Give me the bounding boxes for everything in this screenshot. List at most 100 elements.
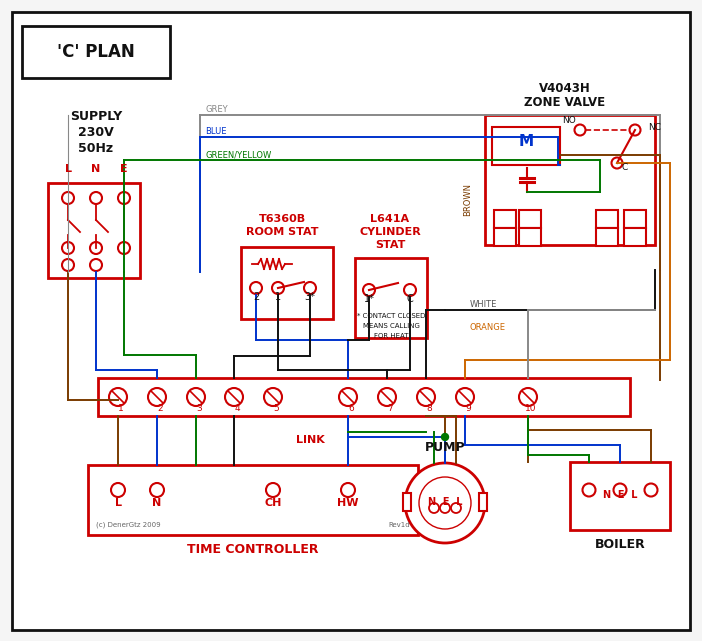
Text: N: N	[91, 164, 100, 174]
Circle shape	[150, 483, 164, 497]
Text: 'C' PLAN: 'C' PLAN	[57, 43, 135, 61]
Text: 3*: 3*	[305, 292, 315, 302]
Text: 5: 5	[273, 404, 279, 413]
Circle shape	[62, 259, 74, 271]
Circle shape	[118, 242, 130, 254]
Text: TIME CONTROLLER: TIME CONTROLLER	[187, 543, 319, 556]
Text: ORANGE: ORANGE	[470, 323, 506, 332]
Text: 8: 8	[426, 404, 432, 413]
Bar	[624, 210, 646, 228]
Text: NC: NC	[648, 123, 661, 132]
Circle shape	[111, 483, 125, 497]
Text: CYLINDER: CYLINDER	[359, 227, 421, 237]
Text: 3: 3	[196, 404, 202, 413]
Bar	[403, 493, 411, 511]
Circle shape	[90, 242, 102, 254]
Bar	[494, 210, 516, 228]
Text: LINK: LINK	[296, 435, 324, 445]
Text: BLUE: BLUE	[205, 127, 227, 136]
Bar	[519, 228, 541, 246]
Circle shape	[148, 388, 166, 406]
Text: N: N	[152, 498, 161, 508]
Circle shape	[519, 388, 537, 406]
Text: BROWN: BROWN	[463, 183, 472, 217]
Text: PUMP: PUMP	[425, 441, 465, 454]
Bar	[98, 378, 630, 416]
Text: M: M	[519, 134, 534, 149]
Text: Rev1d: Rev1d	[388, 522, 410, 528]
Circle shape	[272, 282, 284, 294]
Text: 1*: 1*	[364, 294, 374, 304]
Circle shape	[62, 192, 74, 204]
Circle shape	[574, 124, 585, 135]
Text: 6: 6	[348, 404, 354, 413]
Bar	[570, 462, 670, 530]
Circle shape	[405, 463, 485, 543]
Text: T6360B: T6360B	[258, 214, 305, 224]
Text: C: C	[406, 294, 413, 304]
Text: CH: CH	[265, 498, 282, 508]
Text: GREY: GREY	[205, 105, 227, 114]
Bar	[355, 258, 427, 338]
Circle shape	[187, 388, 205, 406]
Text: HW: HW	[337, 498, 359, 508]
Circle shape	[109, 388, 127, 406]
Circle shape	[304, 282, 316, 294]
Circle shape	[429, 503, 439, 513]
Circle shape	[90, 259, 102, 271]
Text: BOILER: BOILER	[595, 538, 645, 551]
Bar	[485, 115, 655, 245]
Text: * CONTACT CLOSED: * CONTACT CLOSED	[357, 313, 425, 319]
Text: 2: 2	[157, 404, 163, 413]
Circle shape	[266, 483, 280, 497]
Circle shape	[440, 503, 450, 513]
Text: L: L	[114, 498, 121, 508]
Circle shape	[264, 388, 282, 406]
Circle shape	[341, 483, 355, 497]
Text: L641A: L641A	[371, 214, 409, 224]
Text: FOR HEAT: FOR HEAT	[373, 333, 409, 339]
Circle shape	[451, 503, 461, 513]
Text: N  E  L: N E L	[603, 490, 637, 500]
Text: C: C	[622, 163, 628, 172]
Text: 4: 4	[234, 404, 240, 413]
Circle shape	[404, 284, 416, 296]
Text: ZONE VALVE: ZONE VALVE	[524, 96, 606, 109]
Circle shape	[417, 388, 435, 406]
Text: L: L	[65, 164, 72, 174]
Circle shape	[62, 242, 74, 254]
Bar	[241, 247, 333, 319]
Text: 2: 2	[253, 292, 259, 302]
Circle shape	[378, 388, 396, 406]
Text: (c) DenerGtz 2009: (c) DenerGtz 2009	[96, 522, 161, 528]
Bar	[519, 210, 541, 228]
Text: WHITE: WHITE	[470, 300, 498, 309]
Circle shape	[611, 158, 623, 169]
Text: 1: 1	[118, 404, 124, 413]
Circle shape	[90, 192, 102, 204]
Circle shape	[419, 477, 471, 529]
Circle shape	[456, 388, 474, 406]
Circle shape	[442, 433, 449, 440]
Text: V4043H: V4043H	[539, 82, 591, 95]
Bar	[22, 26, 170, 78]
Circle shape	[225, 388, 243, 406]
Text: STAT: STAT	[375, 240, 405, 250]
Text: 50Hz: 50Hz	[79, 142, 114, 155]
Text: E: E	[120, 164, 128, 174]
Text: 1: 1	[275, 292, 281, 302]
Text: N  E  L: N E L	[428, 497, 462, 507]
Bar	[88, 465, 418, 535]
Bar	[494, 228, 516, 246]
Circle shape	[250, 282, 262, 294]
Circle shape	[363, 284, 375, 296]
Text: 7: 7	[387, 404, 393, 413]
Text: SUPPLY: SUPPLY	[70, 110, 122, 123]
Circle shape	[118, 192, 130, 204]
Text: GREEN/YELLOW: GREEN/YELLOW	[205, 150, 271, 159]
Text: 9: 9	[465, 404, 471, 413]
Circle shape	[630, 124, 640, 135]
Bar	[48, 183, 140, 278]
Text: 230V: 230V	[78, 126, 114, 139]
Bar	[479, 493, 487, 511]
